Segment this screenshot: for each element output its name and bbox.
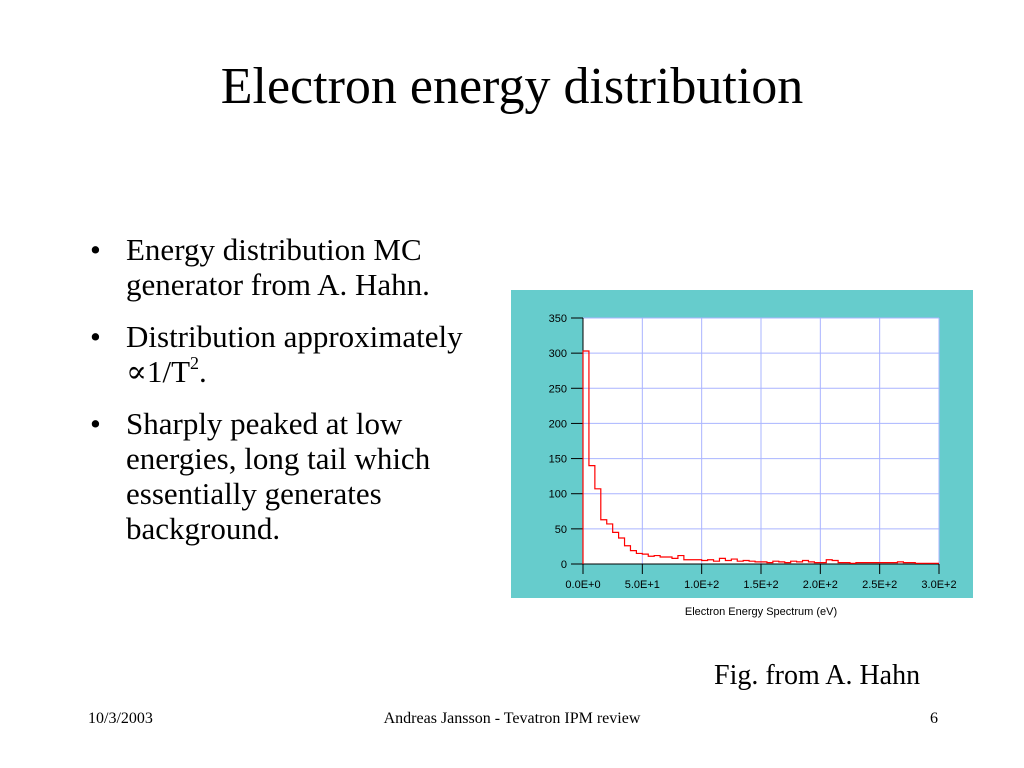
x-tick-label: 1.5E+2 xyxy=(743,579,778,591)
y-tick-label: 0 xyxy=(561,559,567,571)
bullet-list: • Energy distribution MC generator from … xyxy=(88,232,508,563)
bullet-item: • Energy distribution MC generator from … xyxy=(88,232,508,302)
y-tick-label: 350 xyxy=(549,313,567,325)
bullet-superscript: 2 xyxy=(190,353,200,373)
x-tick-label: 3.0E+2 xyxy=(921,579,956,591)
y-tick-label: 200 xyxy=(549,418,567,430)
bullet-item: • Distribution approximately ∝1/T2. xyxy=(88,319,508,389)
footer-page-number: 6 xyxy=(930,710,938,727)
bullet-dot-icon: • xyxy=(90,232,101,267)
y-tick-label: 50 xyxy=(555,524,567,536)
bullet-dot-icon: • xyxy=(90,406,101,441)
y-tick-label: 300 xyxy=(549,348,567,360)
x-tick-label: 0.0E+0 xyxy=(565,579,600,591)
bullet-text: Energy distribution MC generator from A.… xyxy=(126,232,430,302)
slide-title: Electron energy distribution xyxy=(220,58,804,115)
x-tick-label: 5.0E+1 xyxy=(625,579,660,591)
y-tick-label: 150 xyxy=(549,454,567,466)
x-tick-label: 2.5E+2 xyxy=(862,579,897,591)
bullet-item: • Sharply peaked at low energies, long t… xyxy=(88,406,508,546)
bullet-text: Sharply peaked at low energies, long tai… xyxy=(126,406,431,546)
energy-spectrum-chart: 0 50 100 150 200 250 300 350 0.0E+0 5.0E+1 1.0E+2 1… xyxy=(511,290,973,625)
chart-svg: 0 50 100 150 200 250 300 350 0.0E+0 5.0E+1 1.0E+2 1… xyxy=(511,290,973,618)
x-tick-label: 2.0E+2 xyxy=(803,579,838,591)
footer-title: Andreas Jansson - Tevatron IPM review xyxy=(383,710,641,727)
y-tick-label: 250 xyxy=(549,383,567,395)
figure-caption: Fig. from A. Hahn xyxy=(714,660,921,691)
x-axis-label: Electron Energy Spectrum (eV) xyxy=(685,606,837,618)
plot-area-group: 0 50 100 150 200 250 300 350 0.0E+0 5.0E+1 1.0E+2 1… xyxy=(549,313,957,591)
y-tick-label: 100 xyxy=(549,489,567,501)
series-step-line xyxy=(582,350,939,564)
bullet-dot-icon: • xyxy=(90,319,101,354)
bullet-text: Distribution approximately ∝1/T2. xyxy=(126,319,463,389)
x-tick-label: 1.0E+2 xyxy=(684,579,719,591)
footer-date: 10/3/2003 xyxy=(88,710,153,727)
